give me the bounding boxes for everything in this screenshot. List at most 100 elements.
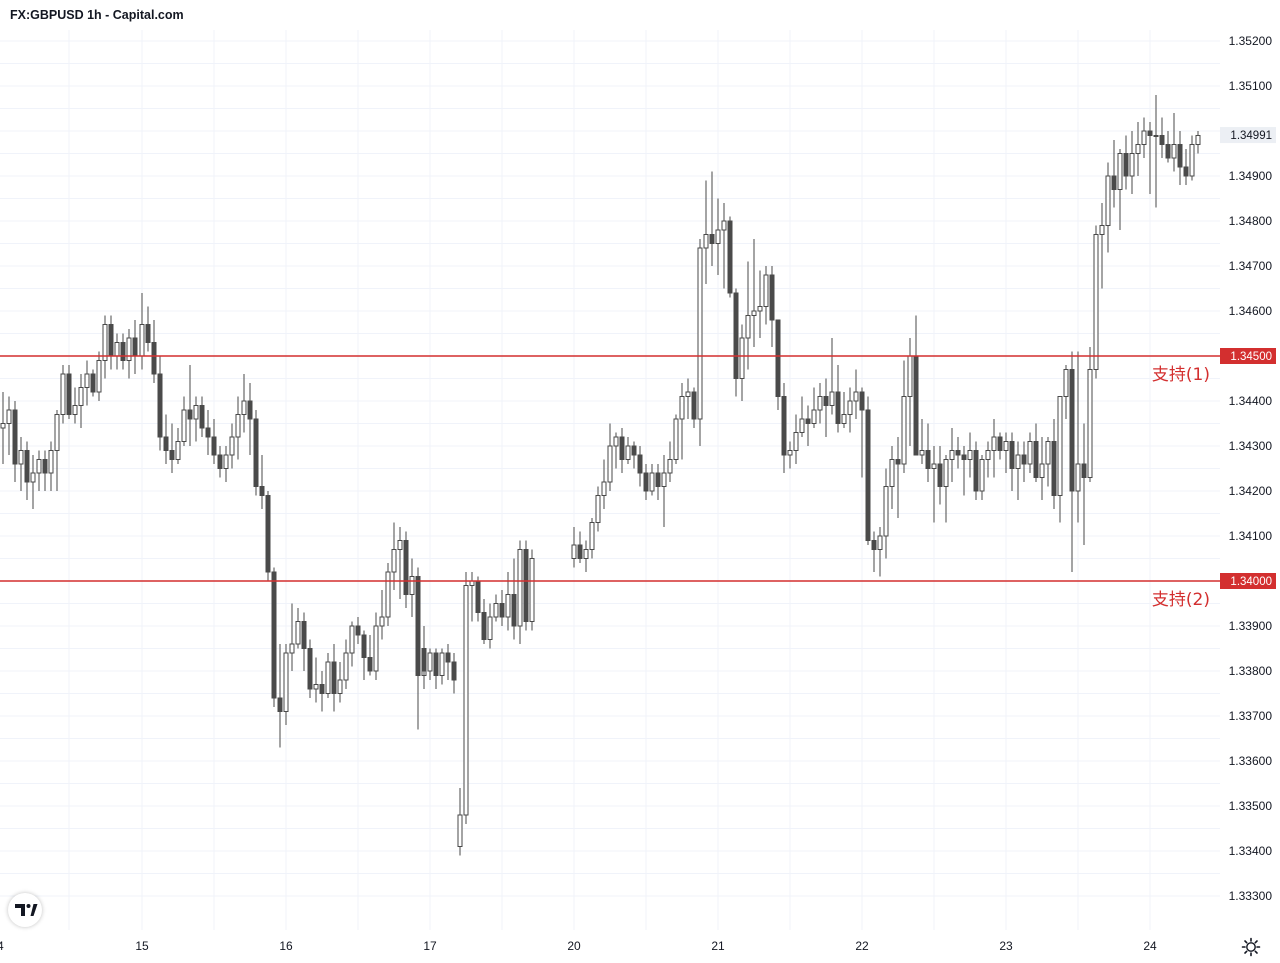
candle	[469, 572, 475, 622]
candle	[1027, 432, 1033, 473]
candle	[217, 446, 223, 478]
y-tick-label: 1.34700	[1229, 259, 1273, 273]
candle	[1141, 117, 1147, 158]
price-tag	[1220, 573, 1276, 589]
candle	[907, 338, 913, 446]
candle	[199, 396, 205, 437]
candle	[793, 414, 799, 464]
candle	[457, 788, 463, 856]
candle	[259, 455, 265, 509]
candle	[937, 446, 943, 505]
x-tick-label: 21	[711, 939, 725, 953]
candle	[355, 617, 361, 644]
candle	[841, 392, 847, 428]
y-tick-label: 1.35200	[1229, 34, 1273, 48]
candle	[205, 410, 211, 455]
candle	[163, 414, 169, 464]
candle	[817, 383, 823, 424]
candle	[799, 396, 805, 437]
candle	[637, 446, 643, 487]
candle	[829, 338, 835, 415]
y-tick-label: 1.34300	[1229, 439, 1273, 453]
candle	[439, 648, 445, 685]
candle	[685, 378, 691, 419]
candle	[517, 540, 523, 644]
candle	[1195, 131, 1201, 154]
candle	[1009, 432, 1015, 491]
y-tick-label: 1.33300	[1229, 889, 1273, 903]
candle	[1075, 351, 1081, 523]
candle	[805, 405, 811, 446]
gear-icon[interactable]	[1240, 936, 1262, 958]
candle	[301, 612, 307, 671]
candle	[433, 648, 439, 689]
candle	[1147, 122, 1153, 194]
candle	[313, 657, 319, 703]
candle	[577, 531, 583, 563]
price-tag-label: 1.34000	[1230, 576, 1272, 588]
y-tick-label: 1.34100	[1229, 529, 1273, 543]
candle	[571, 527, 577, 568]
candle	[727, 216, 733, 298]
candle	[877, 527, 883, 577]
candle	[367, 635, 373, 676]
candle	[781, 383, 787, 473]
candle	[247, 383, 253, 455]
candle	[18, 437, 24, 491]
candle	[289, 603, 295, 671]
y-tick-label: 1.33800	[1229, 664, 1273, 678]
candle	[979, 455, 985, 500]
x-tick-label: 15	[135, 939, 149, 953]
candle	[913, 315, 919, 456]
candle	[715, 198, 721, 275]
x-tick-label: 23	[999, 939, 1013, 953]
candle	[655, 464, 661, 500]
candle	[619, 428, 625, 473]
candle	[949, 428, 955, 482]
candle	[667, 441, 673, 482]
candle	[36, 450, 42, 491]
candle	[583, 540, 589, 572]
candle	[102, 315, 108, 379]
candle	[265, 491, 271, 581]
candle	[72, 387, 78, 424]
candle	[901, 360, 907, 473]
candle	[787, 441, 793, 469]
candle	[643, 464, 649, 500]
candle	[373, 612, 379, 680]
candle	[871, 531, 877, 572]
candle	[475, 576, 481, 622]
candle	[12, 401, 18, 482]
tradingview-logo-icon[interactable]	[8, 893, 42, 927]
y-tick-label: 1.33700	[1229, 709, 1273, 723]
candle	[1081, 423, 1087, 545]
price-tag-label: 1.34500	[1230, 351, 1272, 363]
candle	[193, 396, 199, 442]
candle	[1015, 441, 1021, 500]
candle	[42, 450, 48, 491]
candle	[187, 365, 193, 446]
y-tick-label: 1.35100	[1229, 79, 1273, 93]
candle	[853, 369, 859, 419]
candle	[679, 383, 685, 460]
candle	[529, 549, 535, 631]
candle	[1021, 441, 1027, 482]
y-tick-label: 1.34600	[1229, 304, 1273, 318]
candle	[1117, 149, 1123, 230]
candle	[60, 365, 66, 424]
x-tick-label: 22	[855, 939, 869, 953]
candle	[739, 324, 745, 401]
candle	[343, 639, 349, 689]
candle	[811, 387, 817, 428]
candle	[1033, 423, 1039, 482]
candle	[859, 387, 865, 478]
candle	[751, 239, 757, 347]
candle	[523, 540, 529, 631]
candle	[463, 572, 469, 824]
candle	[229, 423, 235, 469]
candle	[601, 459, 607, 509]
candle	[487, 603, 493, 649]
y-tick-label: 1.33400	[1229, 844, 1273, 858]
y-tick-label: 1.33500	[1229, 799, 1273, 813]
